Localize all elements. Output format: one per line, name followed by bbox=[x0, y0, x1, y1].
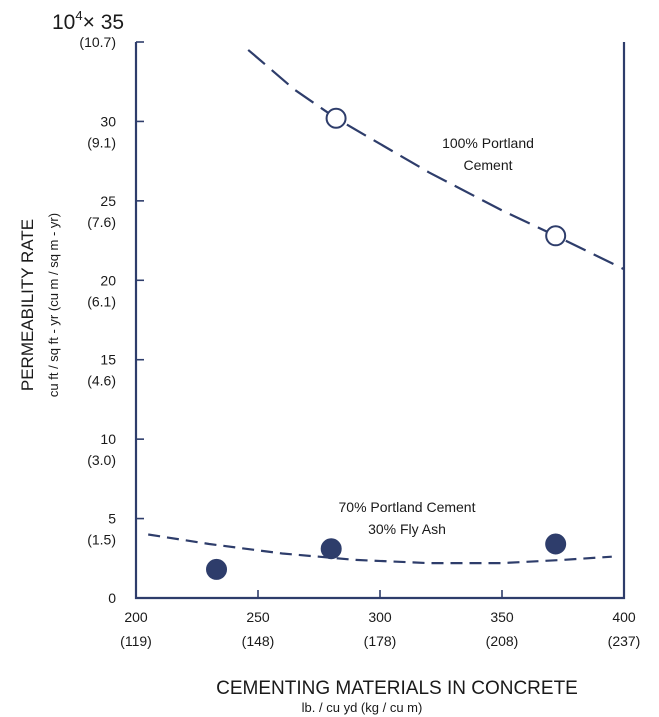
x-tick-label: 200 bbox=[124, 609, 148, 625]
series-label-line: 70% Portland Cement bbox=[339, 499, 476, 515]
fit-line-series-2 bbox=[148, 533, 612, 565]
multiplier-exponent: 4 bbox=[75, 8, 82, 23]
series-label-line: 100% Portland bbox=[442, 135, 534, 151]
x-tick-label: 300 bbox=[368, 609, 392, 625]
y-tick-label: 25 bbox=[100, 193, 116, 209]
points-layer bbox=[206, 107, 567, 580]
series-label-line: 30% Fly Ash bbox=[368, 521, 446, 537]
x-tick-metric-label: (119) bbox=[120, 633, 152, 649]
multiplier-suffix: × 35 bbox=[83, 11, 124, 34]
ticks-layer: 0 5 (1.5) 10 (3.0) 15 (4.6) 20 (6.1) 25 (7.6) 30 (9.… bbox=[79, 34, 640, 649]
filled-circle-point bbox=[545, 533, 567, 555]
y-tick-metric-label: (1.5) bbox=[87, 532, 116, 548]
x-tick-metric-label: (148) bbox=[242, 633, 275, 649]
y-tick-metric-label: (4.6) bbox=[87, 373, 116, 389]
fit-line-series-1 bbox=[247, 49, 625, 271]
x-axis-subtitle: lb. / cu yd (kg / cu m) bbox=[302, 700, 423, 715]
y-axis-title: PERMEABILITY RATE bbox=[18, 219, 37, 391]
open-circle-point bbox=[545, 225, 567, 247]
x-axis-title: CEMENTING MATERIALS IN CONCRETE bbox=[216, 678, 578, 699]
series-label-line: Cement bbox=[463, 157, 512, 173]
x-tick-label: 350 bbox=[490, 609, 514, 625]
x-tick-metric-label: (208) bbox=[486, 633, 519, 649]
open-circle-point bbox=[325, 107, 347, 129]
y-axis-subtitle: cu ft / sq ft - yr (cu m / sq m - yr) bbox=[46, 213, 61, 397]
x-tick-label: 250 bbox=[246, 609, 270, 625]
multiplier-base: 10 bbox=[52, 11, 75, 34]
filled-circle-point bbox=[320, 538, 342, 560]
x-tick-label: 400 bbox=[612, 609, 636, 625]
filled-circle-point bbox=[206, 558, 228, 580]
y-tick-label: 10 bbox=[100, 431, 116, 447]
y-tick-metric-label: (9.1) bbox=[87, 134, 116, 150]
y-tick-metric-label: (3.0) bbox=[87, 452, 116, 468]
y-tick-label: 0 bbox=[108, 590, 116, 606]
y-tick-label: 5 bbox=[108, 511, 116, 527]
y-tick-label: 20 bbox=[100, 272, 116, 288]
y-tick-metric-label: (10.7) bbox=[79, 34, 116, 50]
x-tick-metric-label: (178) bbox=[364, 633, 397, 649]
y-multiplier-label: 104× 35 bbox=[52, 8, 124, 34]
y-tick-metric-label: (6.1) bbox=[87, 293, 116, 309]
fit-lines-layer bbox=[148, 49, 625, 565]
x-tick-metric-label: (237) bbox=[608, 633, 641, 649]
y-tick-label: 15 bbox=[100, 352, 116, 368]
y-tick-label: 30 bbox=[100, 113, 116, 129]
y-tick-metric-label: (7.6) bbox=[87, 214, 116, 230]
labels-layer: 100% Portland Cement 70% Portland Cement 30… bbox=[18, 8, 578, 715]
